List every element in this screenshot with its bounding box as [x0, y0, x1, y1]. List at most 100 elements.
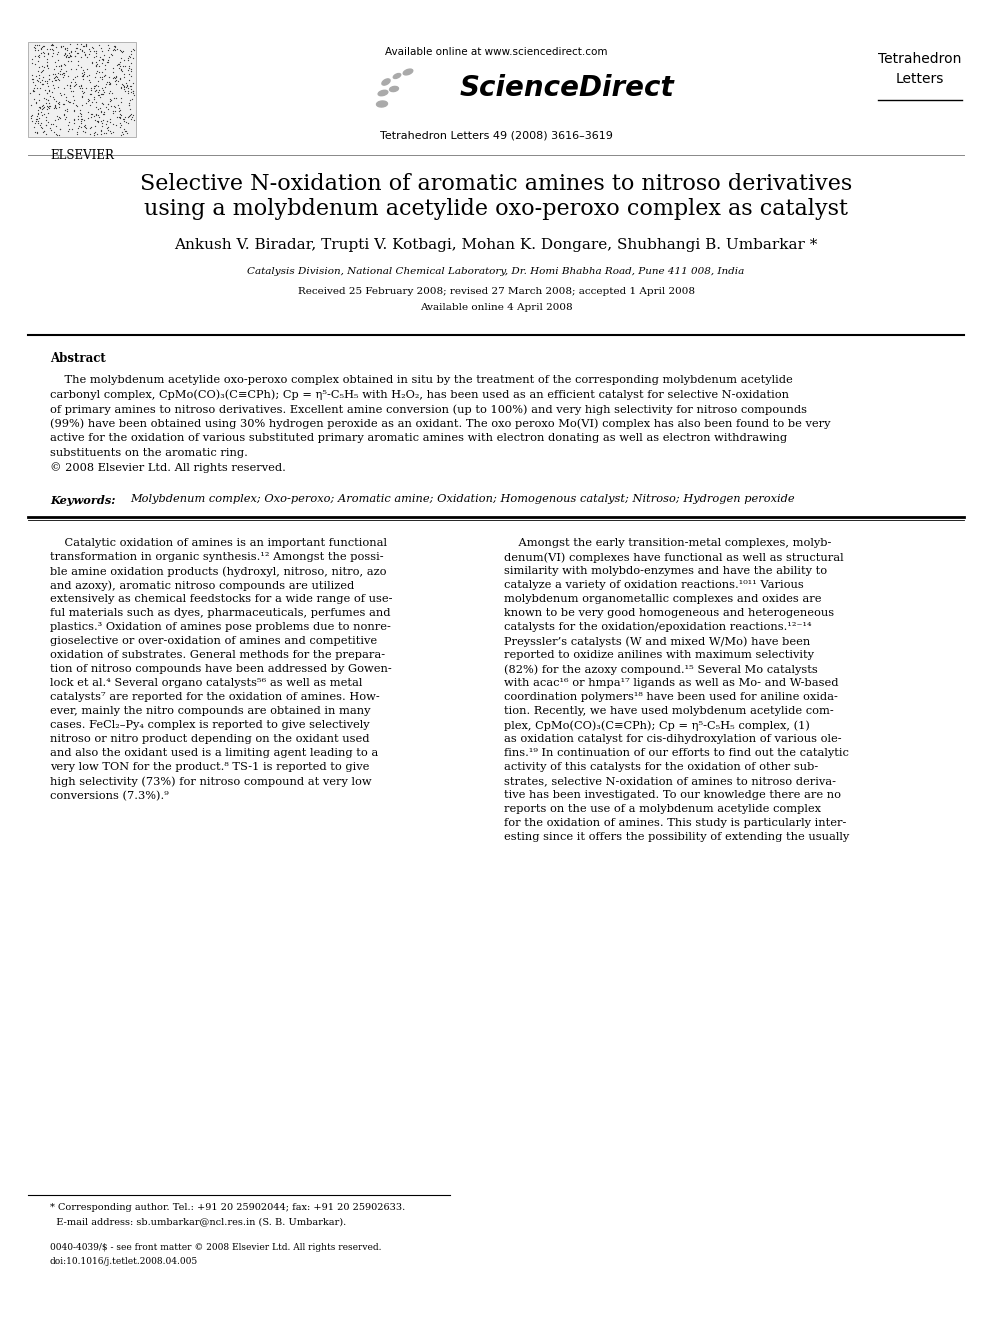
Point [72, 78, 88, 99]
Point [99, 119, 115, 140]
Point [123, 41, 139, 62]
Point [98, 114, 114, 135]
Point [101, 46, 117, 67]
Point [123, 58, 139, 79]
Point [62, 78, 78, 99]
Point [105, 102, 121, 123]
Point [75, 120, 91, 142]
Text: active for the oxidation of various substituted primary aromatic amines with ele: active for the oxidation of various subs… [50, 433, 787, 443]
Point [41, 79, 57, 101]
Point [62, 75, 78, 97]
Point [83, 79, 99, 101]
Point [117, 120, 133, 142]
Point [72, 116, 88, 138]
Point [76, 115, 92, 136]
Point [62, 75, 77, 97]
Point [39, 123, 55, 144]
Point [78, 34, 94, 56]
Point [121, 106, 137, 127]
Point [70, 105, 86, 126]
Point [90, 79, 106, 101]
Point [31, 34, 47, 56]
Point [31, 65, 47, 86]
Point [100, 94, 116, 115]
Point [37, 79, 53, 101]
Point [40, 57, 56, 78]
Point [48, 123, 63, 144]
Point [68, 65, 84, 86]
Point [39, 52, 55, 73]
Point [45, 86, 61, 107]
Point [123, 78, 139, 99]
Point [45, 46, 61, 67]
Point [41, 111, 57, 132]
Point [121, 106, 137, 127]
Point [67, 74, 83, 95]
Point [70, 118, 86, 139]
Point [120, 107, 136, 128]
Point [62, 119, 77, 140]
Point [30, 70, 46, 91]
Point [34, 116, 50, 138]
Point [73, 112, 89, 134]
Text: Preyssler’s catalysts (W and mixed W/Mo) have been: Preyssler’s catalysts (W and mixed W/Mo)… [504, 636, 810, 647]
Point [93, 120, 109, 142]
Point [53, 37, 68, 58]
Point [98, 116, 114, 138]
Text: Keywords:: Keywords: [50, 495, 115, 505]
Ellipse shape [390, 86, 399, 91]
Point [115, 123, 131, 144]
Point [112, 112, 128, 134]
Point [66, 71, 82, 93]
Point [115, 56, 131, 77]
Point [33, 102, 49, 123]
Point [107, 37, 123, 58]
Point [73, 75, 89, 97]
Point [51, 69, 66, 90]
Point [40, 75, 56, 97]
Point [47, 94, 62, 115]
Point [24, 69, 40, 90]
Point [27, 34, 43, 56]
Point [24, 108, 40, 130]
Point [82, 71, 98, 93]
Point [28, 122, 44, 143]
Point [51, 62, 66, 83]
Point [121, 94, 137, 115]
Point [94, 66, 110, 87]
Point [110, 70, 126, 91]
Point [31, 111, 47, 132]
Point [84, 52, 100, 73]
Point [82, 107, 98, 128]
Point [33, 38, 49, 60]
Text: conversions (7.3%).⁹: conversions (7.3%).⁹ [50, 791, 169, 800]
Point [107, 67, 123, 89]
Text: reported to oxidize anilines with maximum selectivity: reported to oxidize anilines with maximu… [504, 651, 814, 660]
Point [116, 49, 132, 70]
Point [28, 93, 44, 114]
Point [108, 66, 124, 87]
Bar [28, 42, 136, 138]
Point [125, 81, 141, 102]
Point [117, 56, 133, 77]
Point [78, 78, 94, 99]
Point [52, 64, 67, 85]
Text: with acac¹⁶ or hmpa¹⁷ ligands as well as Mo- and W-based: with acac¹⁶ or hmpa¹⁷ ligands as well as… [504, 679, 838, 688]
Point [32, 71, 48, 93]
Point [105, 40, 121, 61]
Point [112, 52, 128, 73]
Point [56, 94, 71, 115]
Point [95, 122, 111, 143]
Point [113, 91, 129, 112]
Point [26, 81, 42, 102]
Point [78, 118, 94, 139]
Point [86, 81, 102, 102]
Text: Available online at www.sciencedirect.com: Available online at www.sciencedirect.co… [385, 48, 607, 57]
Point [32, 115, 48, 136]
Point [76, 64, 92, 85]
Point [58, 54, 73, 75]
Point [57, 103, 72, 124]
Point [88, 52, 104, 73]
Point [64, 118, 80, 139]
Point [75, 69, 91, 90]
